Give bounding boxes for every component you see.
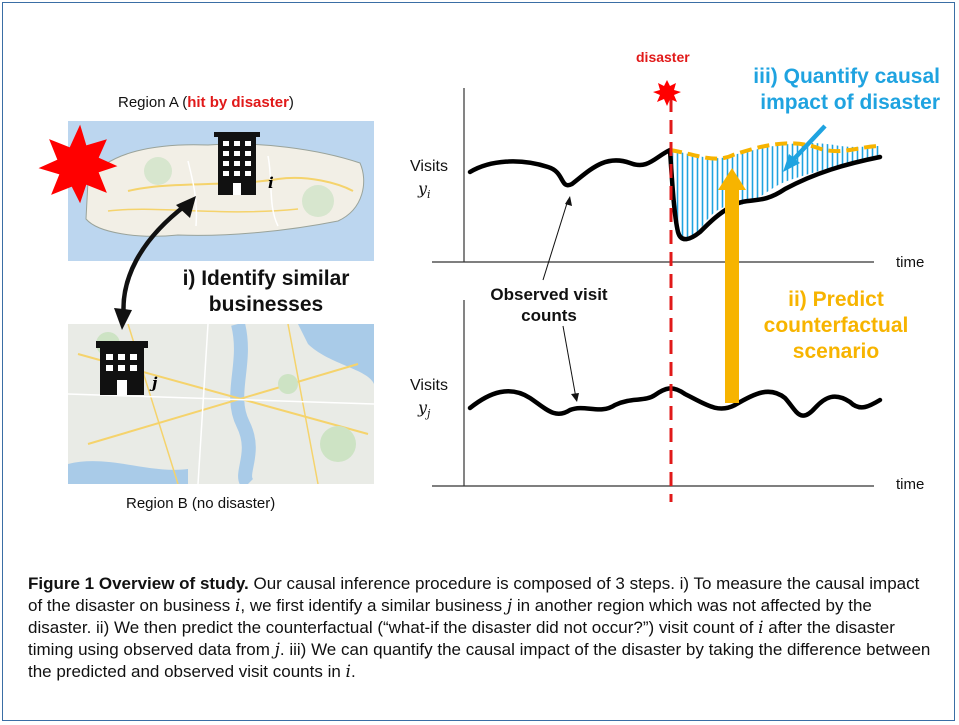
top-plot-axes xyxy=(432,88,874,263)
disaster-label: disaster xyxy=(636,49,690,65)
impact-area xyxy=(670,143,880,241)
similarity-arrow xyxy=(121,203,188,319)
building-j-icon xyxy=(96,341,148,395)
prediction-arrow xyxy=(718,168,746,403)
bottom-yvar: yj xyxy=(418,398,431,421)
observed-series-i xyxy=(467,146,883,242)
impact-arrow xyxy=(783,124,827,172)
step3-label: iii) Quantify causal impact of disaster xyxy=(753,65,940,114)
disaster-explosion-icon xyxy=(653,80,681,106)
business-i-label: i xyxy=(268,174,274,192)
bottom-xlabel: time xyxy=(896,476,925,493)
building-i-icon xyxy=(214,132,260,195)
hit-by-disaster-text: hit by disaster xyxy=(187,94,289,111)
top-xlabel: time xyxy=(896,254,925,271)
counterfactual-series xyxy=(669,141,881,161)
top-ylabel: Visits xyxy=(410,158,448,175)
bottom-ylabel: Visits xyxy=(410,377,448,394)
observed-pointer-arrows xyxy=(542,199,577,399)
explosion-icon xyxy=(38,124,118,204)
region-a-label: Region A (hit by disaster) xyxy=(118,94,294,111)
observed-label: Observed visit counts xyxy=(490,285,608,325)
figure-caption: Figure 1 Overview of study. Our causal i… xyxy=(28,574,931,682)
step2-label: ii) Predict counterfactual scenario xyxy=(763,288,909,363)
region-b-label: Region B (no disaster) xyxy=(126,495,276,512)
step1-label: i) Identify similar businesses xyxy=(182,267,350,316)
business-j-label: j xyxy=(149,374,158,392)
top-yvar: yi xyxy=(418,179,431,202)
time-series-diagram xyxy=(432,80,883,502)
bottom-plot-axes xyxy=(432,300,874,487)
observed-series-j xyxy=(467,386,883,418)
left-diagram: i j xyxy=(38,124,274,395)
